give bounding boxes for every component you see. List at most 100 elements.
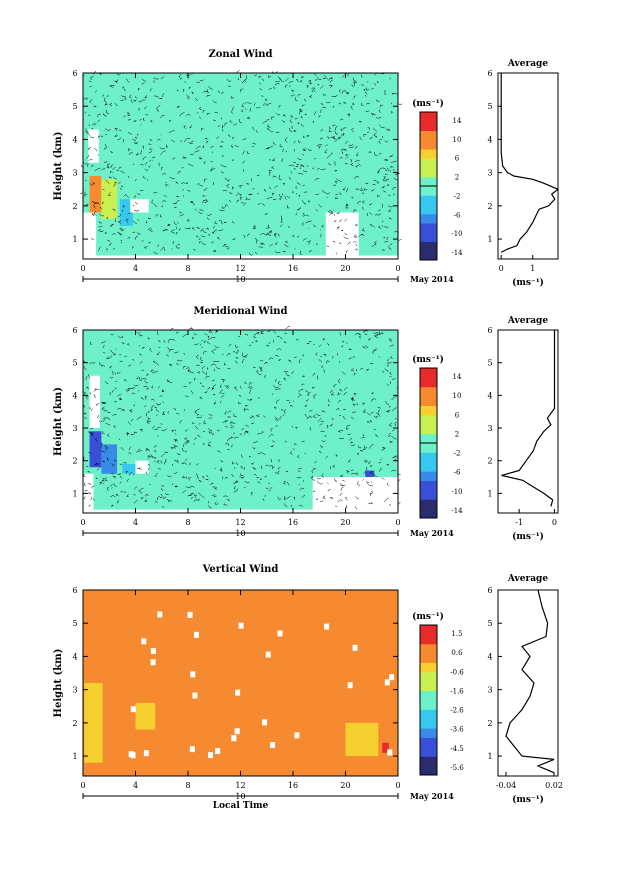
contour-segment bbox=[381, 332, 384, 335]
contour-segment bbox=[260, 233, 266, 235]
contour-segment bbox=[357, 452, 360, 456]
colorbar-unit: (ms⁻¹) bbox=[412, 611, 444, 622]
contour-segment bbox=[269, 465, 273, 467]
contour-segment bbox=[239, 118, 243, 124]
contour-segment bbox=[143, 246, 147, 249]
month-label: May 2014 bbox=[410, 528, 454, 538]
contour-segment bbox=[227, 499, 231, 502]
average-title: Average bbox=[507, 59, 548, 69]
contour-segment bbox=[120, 233, 123, 236]
contour-segment bbox=[367, 502, 371, 505]
contour-segment bbox=[198, 238, 201, 240]
contour-segment bbox=[364, 91, 368, 95]
contour-segment bbox=[350, 397, 354, 402]
contour-segment bbox=[153, 460, 157, 463]
contour-segment bbox=[89, 406, 91, 409]
contour-segment bbox=[189, 382, 192, 385]
contour-segment bbox=[223, 495, 228, 497]
contour-segment bbox=[167, 411, 169, 414]
contour-segment bbox=[190, 153, 194, 155]
x-tick-label: 16 bbox=[288, 518, 298, 527]
colorbar-band bbox=[420, 241, 437, 252]
contour-segment bbox=[327, 136, 330, 140]
contour-segment bbox=[215, 330, 218, 334]
contour-segment bbox=[254, 339, 258, 342]
contour-segment bbox=[127, 387, 133, 391]
average-x-tick-label: -0.04 bbox=[496, 781, 517, 790]
x-tick-label: 16 bbox=[288, 264, 298, 273]
contour-segment bbox=[235, 357, 239, 359]
average-profile-line bbox=[505, 589, 555, 774]
contour-segment bbox=[222, 189, 227, 192]
contour-segment bbox=[264, 189, 266, 192]
contour-segment bbox=[169, 447, 174, 450]
contour-segment bbox=[345, 204, 349, 207]
colorbar-band bbox=[420, 130, 437, 141]
contour-segment bbox=[282, 377, 287, 382]
contour-segment bbox=[345, 154, 349, 159]
gap-cell bbox=[193, 631, 199, 638]
contour-segment bbox=[304, 404, 308, 407]
contour-segment bbox=[342, 479, 346, 482]
contour-segment bbox=[329, 423, 334, 427]
contour-segment bbox=[239, 433, 242, 436]
contour-segment bbox=[277, 470, 280, 474]
contour-segment bbox=[258, 396, 260, 399]
contour-segment bbox=[374, 136, 378, 138]
contour-segment bbox=[315, 413, 321, 416]
missing-data-region bbox=[135, 460, 149, 474]
contour-segment bbox=[299, 79, 303, 83]
contour-segment bbox=[204, 201, 208, 204]
contour-segment bbox=[386, 383, 390, 386]
contour-segment bbox=[113, 183, 116, 187]
contour-segment bbox=[137, 193, 141, 196]
contour-segment bbox=[389, 504, 392, 507]
contour-segment bbox=[196, 183, 200, 185]
date-label: 10 bbox=[235, 529, 245, 538]
contour-segment bbox=[174, 459, 178, 463]
contour-segment bbox=[286, 399, 290, 401]
colorbar-tick-label: 14 bbox=[453, 117, 462, 125]
contour-segment bbox=[97, 414, 99, 419]
contour-segment bbox=[136, 416, 142, 420]
contour-segment bbox=[246, 151, 250, 155]
contour-segment bbox=[84, 179, 87, 182]
contour-segment bbox=[338, 429, 344, 432]
contour-segment bbox=[106, 109, 110, 115]
contour-segment bbox=[271, 158, 276, 161]
colorbar-band bbox=[420, 405, 437, 416]
contour-segment bbox=[363, 188, 368, 191]
contour-segment bbox=[230, 436, 234, 439]
contour-segment bbox=[83, 456, 85, 461]
contour-segment bbox=[383, 176, 387, 180]
contour-segment bbox=[85, 386, 90, 389]
contour-segment bbox=[117, 335, 122, 339]
contour-segment bbox=[268, 434, 274, 438]
contour-segment bbox=[386, 482, 389, 487]
contour-segment bbox=[191, 91, 194, 95]
contour-segment bbox=[168, 119, 172, 123]
contour-segment bbox=[132, 220, 137, 224]
contour-segment bbox=[147, 416, 150, 420]
contour-segment bbox=[294, 442, 297, 445]
colorbar-tick-label: 1.5 bbox=[451, 630, 462, 638]
contour-segment bbox=[324, 191, 331, 195]
contour-segment bbox=[268, 88, 272, 90]
contour-segment bbox=[147, 217, 151, 220]
contour-segment bbox=[88, 80, 92, 83]
contour-segment bbox=[153, 445, 157, 448]
heatmap-region bbox=[84, 683, 103, 763]
contour-segment bbox=[357, 481, 361, 486]
contour-segment bbox=[132, 204, 135, 207]
contour-segment bbox=[121, 409, 126, 412]
gap-cell bbox=[294, 732, 300, 739]
contour-segment bbox=[338, 430, 342, 433]
contour-segment bbox=[152, 360, 156, 364]
colorbar-band bbox=[420, 700, 437, 710]
contour-segment bbox=[177, 359, 183, 362]
contour-segment bbox=[389, 154, 394, 157]
contour-segment bbox=[142, 145, 145, 149]
contour-segment bbox=[337, 499, 343, 503]
contour-segment bbox=[88, 159, 93, 162]
contour-segment bbox=[120, 239, 123, 242]
